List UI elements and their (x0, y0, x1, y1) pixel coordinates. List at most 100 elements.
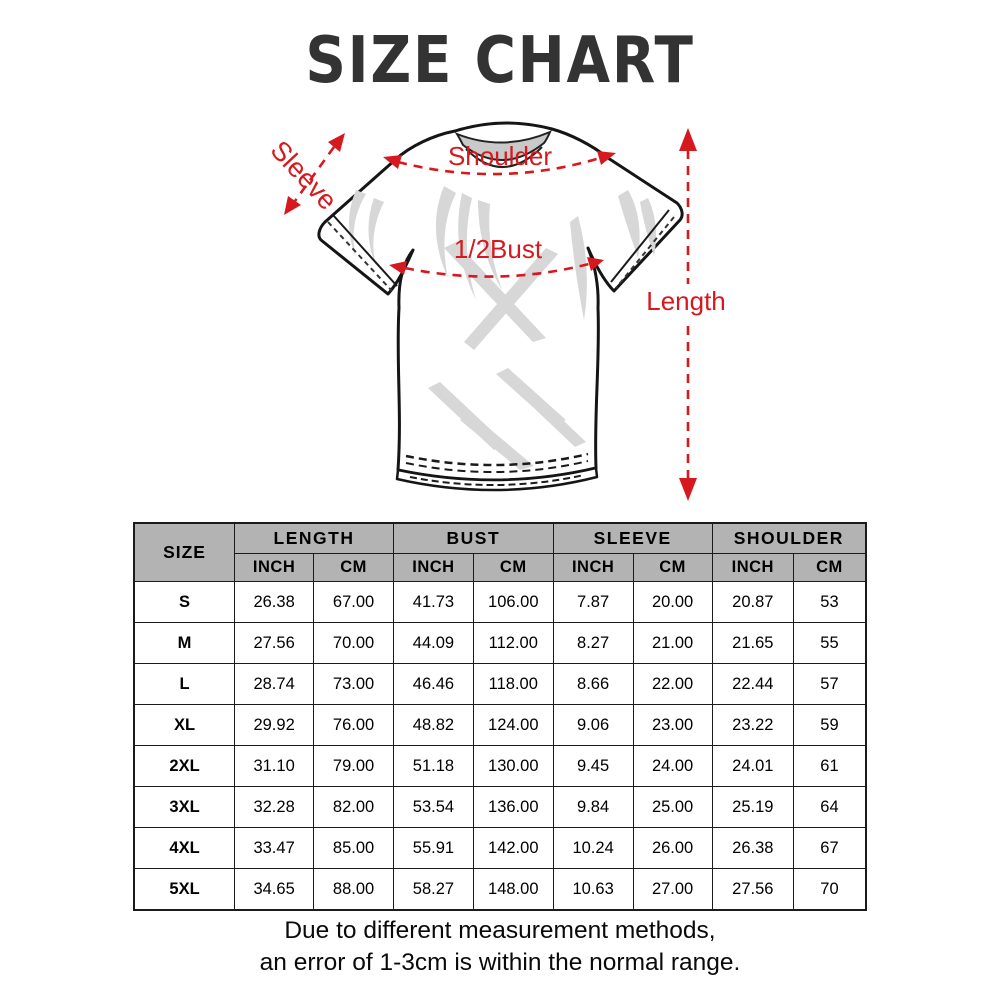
measurement-cell: 64 (792, 786, 867, 828)
length-label: Length (646, 286, 726, 316)
measurement-cell: 23.00 (632, 704, 713, 746)
table-row: 5XL 34.65 88.00 58.27 148.00 10.63 27.00 27.56 7… (133, 868, 867, 911)
size-label-cell: XL (133, 704, 236, 746)
size-label-cell: 2XL (133, 745, 236, 787)
measurement-cell: 10.63 (552, 868, 634, 911)
table-row: 2XL 31.10 79.00 51.18 130.00 9.45 24.00 24.01 61 (133, 745, 867, 787)
sleeve-arrowhead-bottom (284, 196, 301, 215)
measurement-cell: 25.00 (632, 786, 713, 828)
size-label-cell: 3XL (133, 786, 236, 828)
size-label-cell: M (133, 622, 236, 664)
unit-header: INCH (393, 553, 474, 582)
group-header-row: SIZE LENGTH BUST SLEEVE SHOULDER (133, 522, 867, 582)
table-row: XL 29.92 76.00 48.82 124.00 9.06 23.00 23.22 59 (133, 704, 867, 746)
sleeve-label: Sleeve (265, 135, 343, 216)
measurement-cell: 32.28 (234, 786, 315, 828)
tshirt-diagram-svg: Shoulder 1/2Bust Sleeve Length (265, 121, 726, 501)
measurement-cell: 22.00 (632, 663, 713, 705)
measurement-cell: 34.65 (234, 868, 315, 911)
left-cuff-stitch (327, 221, 393, 292)
measurement-cell: 70.00 (313, 622, 394, 664)
hem-stitch-mid (405, 460, 589, 473)
unit-header: CM (472, 553, 554, 582)
measurement-cell: 29.92 (234, 704, 315, 746)
unit-header: CM (313, 553, 394, 582)
bust-label: 1/2Bust (454, 234, 543, 264)
measurement-cell: 88.00 (313, 868, 394, 911)
measurement-cell: 26.38 (711, 827, 794, 869)
hem-band (395, 466, 599, 492)
measurement-cell: 31.10 (234, 745, 315, 787)
measurement-cell: 9.06 (552, 704, 634, 746)
shoulder-arrowhead-right (597, 151, 616, 165)
unit-header: INCH (552, 553, 634, 582)
measurement-cell: 73.00 (313, 663, 394, 705)
measurement-cell: 106.00 (472, 581, 554, 623)
tshirt-measurement-diagram: Shoulder 1/2Bust Sleeve Length (248, 98, 752, 518)
right-cuff-stitch (615, 216, 675, 289)
measurement-note: Due to different measurement methods, an… (0, 915, 1000, 979)
measurement-cell: 57 (792, 663, 867, 705)
measurement-cell: 79.00 (313, 745, 394, 787)
measurement-cell: 25.19 (711, 786, 794, 828)
table-row: 4XL 33.47 85.00 55.91 142.00 10.24 26.00 26.38 6… (133, 827, 867, 869)
shoulder-arrowhead-left (383, 155, 402, 169)
size-table-header: SIZE LENGTH BUST SLEEVE SHOULDER INCH CM… (133, 522, 867, 582)
collar-seam (465, 146, 543, 168)
measurement-cell: 21.65 (711, 622, 794, 664)
measurement-cell: 112.00 (472, 622, 554, 664)
measurement-cell: 27.00 (632, 868, 713, 911)
measurement-cell: 53 (792, 581, 867, 623)
measurement-note-line2: an error of 1-3cm is within the normal r… (259, 949, 741, 976)
size-label-cell: L (133, 663, 236, 705)
measurement-cell: 28.74 (234, 663, 315, 705)
measurement-cell: 33.47 (234, 827, 315, 869)
measurement-cell: 136.00 (472, 786, 554, 828)
measurement-cell: 124.00 (472, 704, 554, 746)
unit-header: INCH (234, 553, 315, 582)
measurement-cell: 70 (792, 868, 867, 911)
measurement-cell: 27.56 (711, 868, 794, 911)
measurement-cell: 26.00 (632, 827, 713, 869)
length-group-header: LENGTH (234, 522, 394, 554)
table-row: L 28.74 73.00 46.46 118.00 8.66 22.00 22.44 57 (133, 663, 867, 705)
page-title: SIZE CHART (305, 24, 695, 98)
measurement-cell: 20.87 (711, 581, 794, 623)
measurement-cell: 55.91 (393, 827, 474, 869)
measurement-cell: 82.00 (313, 786, 394, 828)
measurement-note-line1: Due to different measurement methods, (284, 917, 716, 944)
right-cuff-seam (610, 209, 670, 283)
measurement-cell: 23.22 (711, 704, 794, 746)
measurement-cell: 22.44 (711, 663, 794, 705)
size-label-cell: 4XL (133, 827, 236, 869)
size-label-cell: S (133, 581, 236, 623)
bust-arrowhead-left (389, 261, 407, 275)
size-label-cell: 5XL (133, 868, 236, 911)
unit-header: INCH (711, 553, 794, 582)
size-table-body: S 26.38 67.00 41.73 106.00 7.87 20.00 20.87 53 M 2… (133, 581, 867, 911)
measurement-cell: 76.00 (313, 704, 394, 746)
measurement-cell: 53.54 (393, 786, 474, 828)
measurement-cell: 24.01 (711, 745, 794, 787)
unit-header: CM (632, 553, 713, 582)
sleeve-group-header: SLEEVE (552, 522, 713, 554)
unit-header: CM (792, 553, 867, 582)
measurement-cell: 85.00 (313, 827, 394, 869)
measurement-cell: 46.46 (393, 663, 474, 705)
measurement-cell: 10.24 (552, 827, 634, 869)
left-cuff-seam (332, 214, 398, 287)
measurement-cell: 67.00 (313, 581, 394, 623)
collar-ribbing (454, 130, 552, 161)
measurement-annotations (284, 128, 697, 501)
bust-group-header: BUST (393, 522, 554, 554)
measurement-cell: 21.00 (632, 622, 713, 664)
measurement-cell: 59 (792, 704, 867, 746)
measurement-cell: 8.66 (552, 663, 634, 705)
hem-stitch-top (405, 452, 589, 467)
shoulder-label: Shoulder (448, 141, 552, 171)
measurement-cell: 9.84 (552, 786, 634, 828)
measurement-cell: 48.82 (393, 704, 474, 746)
length-arrowhead-top (679, 128, 697, 151)
measurement-cell: 24.00 (632, 745, 713, 787)
